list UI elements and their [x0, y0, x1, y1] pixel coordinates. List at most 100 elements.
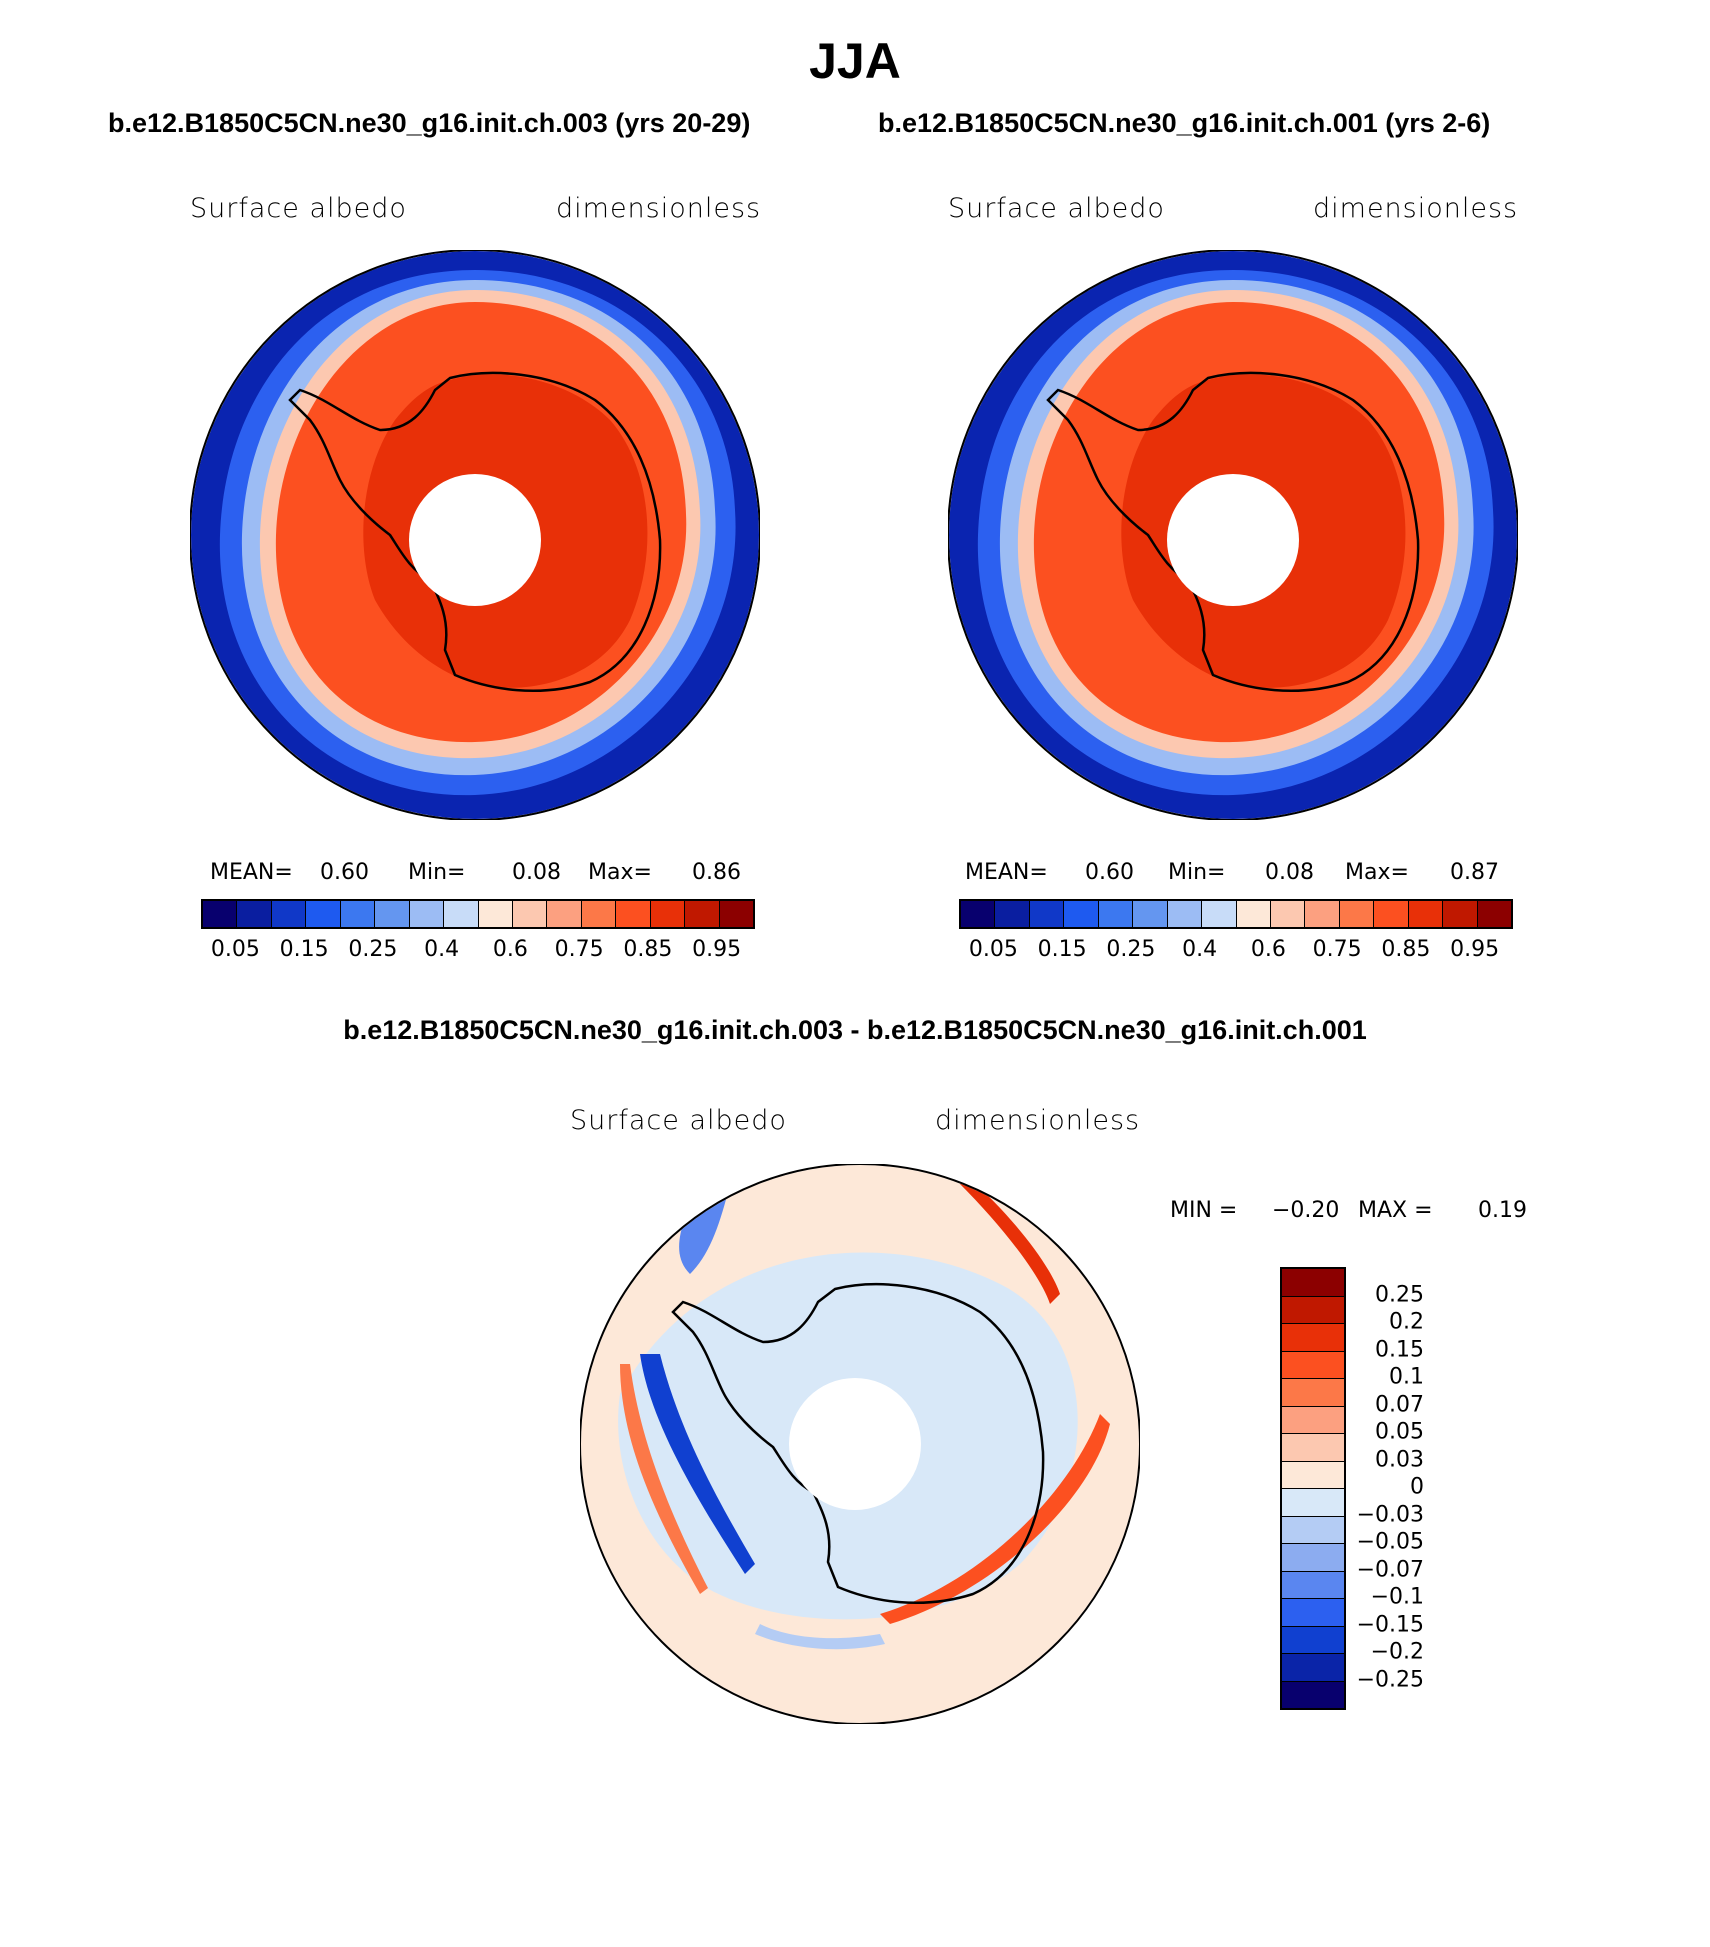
right-units-label: dimensionless	[1313, 193, 1519, 224]
diff-min-value: −0.20	[1272, 1198, 1340, 1223]
colorbar-tick-label: −0.15	[1356, 1612, 1424, 1637]
diff-pole-hole	[789, 1378, 921, 1510]
colorbar-tick-label: 0.07	[1375, 1392, 1424, 1417]
colorbar-swatch	[1133, 901, 1168, 927]
colorbar-tick-label: −0.2	[1370, 1639, 1424, 1665]
colorbar-swatch	[237, 901, 272, 927]
colorbar-swatch	[995, 901, 1030, 927]
colorbar-swatch	[547, 901, 582, 927]
colorbar-tick-label: 0.05	[1375, 1419, 1424, 1445]
colorbar-swatch	[1282, 1324, 1344, 1352]
colorbar-swatch	[306, 901, 341, 927]
colorbar-swatch	[444, 901, 479, 927]
colorbar-tick-label: 0.85	[1381, 937, 1431, 962]
colorbar-tick-label: −0.05	[1356, 1529, 1424, 1555]
right-mean-label: MEAN=	[965, 860, 1048, 885]
figure-title: JJA	[809, 33, 901, 89]
colorbar-tick-label: 0.85	[623, 937, 673, 962]
colorbar-tick-label: 0.4	[424, 937, 460, 962]
right-pole-hole	[1167, 474, 1299, 606]
left-max-value: 0.86	[692, 860, 741, 885]
left-max-label: Max=	[588, 860, 652, 885]
colorbar-swatch	[1282, 1379, 1344, 1407]
colorbar-tick-label: −0.25	[1356, 1667, 1424, 1692]
colorbar-swatch	[961, 901, 996, 927]
colorbar-swatch	[1029, 901, 1065, 927]
colorbar-swatch	[1282, 1571, 1344, 1599]
left-antarctica-coastline	[288, 371, 662, 692]
colorbar-swatch	[1374, 901, 1409, 927]
colorbar-tick-label: 0.05	[968, 937, 1018, 962]
colorbar-swatch	[1443, 901, 1478, 927]
colorbar-swatch	[719, 901, 753, 927]
colorbar-tick-label: 0.6	[492, 937, 528, 962]
colorbar-swatch	[685, 901, 720, 927]
left-variable-label: Surface albedo	[190, 193, 407, 224]
diff-antarctica-coastline	[671, 1283, 1045, 1604]
left-run-title: b.e12.B1850C5CN.ne30_g16.init.ch.003 (yr…	[108, 108, 751, 138]
left-pole-hole	[409, 474, 541, 606]
right-max-value: 0.87	[1450, 860, 1499, 885]
colorbar-tick-label: 0.1	[1389, 1364, 1424, 1390]
colorbar-swatch	[650, 901, 686, 927]
colorbar-tick-label: 0.4	[1182, 937, 1218, 962]
right-antarctica-coastline	[1046, 371, 1420, 692]
colorbar-swatch	[1282, 1296, 1344, 1324]
diff-max-value: 0.19	[1478, 1198, 1527, 1223]
right-variable-label: Surface albedo	[948, 193, 1165, 224]
left-mean-label: MEAN=	[210, 860, 293, 885]
right-colorbar	[959, 899, 1513, 929]
right-polar-map	[948, 250, 1518, 820]
colorbar-swatch	[203, 901, 238, 927]
colorbar-tick-label: 0.75	[1312, 937, 1362, 962]
colorbar-swatch	[616, 901, 651, 927]
diff-units-label: dimensionless	[935, 1105, 1141, 1136]
colorbar-tick-label: 0.6	[1250, 937, 1286, 962]
right-min-value: 0.08	[1265, 860, 1314, 885]
right-max-label: Max=	[1345, 860, 1409, 885]
colorbar-swatch	[1064, 901, 1099, 927]
colorbar-tick-label: −0.1	[1370, 1584, 1424, 1610]
colorbar-swatch	[271, 901, 307, 927]
left-colorbar	[201, 899, 755, 929]
colorbar-tick-label: 0.25	[1375, 1282, 1424, 1307]
colorbar-tick-label: 0.25	[348, 937, 398, 962]
colorbar-tick-label: 0.2	[1389, 1309, 1424, 1335]
colorbar-tick-label: 0.95	[692, 937, 742, 962]
colorbar-swatch	[1305, 901, 1340, 927]
colorbar-swatch	[1167, 901, 1203, 927]
diff-polar-map	[580, 1164, 1140, 1724]
colorbar-tick-label: 0.75	[554, 937, 604, 962]
colorbar-tick-label: 0.05	[210, 937, 260, 962]
colorbar-swatch	[1282, 1434, 1344, 1462]
colorbar-swatch	[1270, 901, 1306, 927]
diff-variable-label: Surface albedo	[570, 1105, 787, 1136]
colorbar-tick-label: 0.15	[279, 937, 329, 962]
right-mean-value: 0.60	[1085, 860, 1134, 885]
colorbar-tick-label: 0.25	[1106, 937, 1156, 962]
colorbar-swatch	[1477, 901, 1511, 927]
difference-title: b.e12.B1850C5CN.ne30_g16.init.ch.003 - b…	[343, 1015, 1367, 1045]
diff-min-label: MIN =	[1170, 1198, 1238, 1223]
colorbar-swatch	[1282, 1406, 1344, 1434]
left-polar-map	[190, 250, 760, 820]
colorbar-swatch	[1282, 1516, 1344, 1544]
colorbar-swatch	[1282, 1599, 1344, 1627]
right-run-title: b.e12.B1850C5CN.ne30_g16.init.ch.001 (yr…	[878, 108, 1491, 138]
left-min-label: Min=	[408, 860, 466, 885]
colorbar-swatch	[1282, 1626, 1344, 1654]
colorbar-swatch	[1339, 901, 1375, 927]
colorbar-swatch	[478, 901, 513, 927]
colorbar-tick-label: 0.15	[1037, 937, 1087, 962]
colorbar-swatch	[1282, 1461, 1344, 1489]
colorbar-swatch	[1236, 901, 1271, 927]
left-mean-value: 0.60	[320, 860, 369, 885]
diff-max-label: MAX =	[1358, 1198, 1433, 1223]
colorbar-swatch	[409, 901, 445, 927]
colorbar-swatch	[1408, 901, 1444, 927]
colorbar-tick-label: 0.95	[1450, 937, 1500, 962]
colorbar-tick-label: −0.03	[1356, 1502, 1424, 1527]
colorbar-swatch	[340, 901, 376, 927]
colorbar-tick-label: 0.15	[1375, 1337, 1424, 1362]
colorbar-swatch	[581, 901, 617, 927]
